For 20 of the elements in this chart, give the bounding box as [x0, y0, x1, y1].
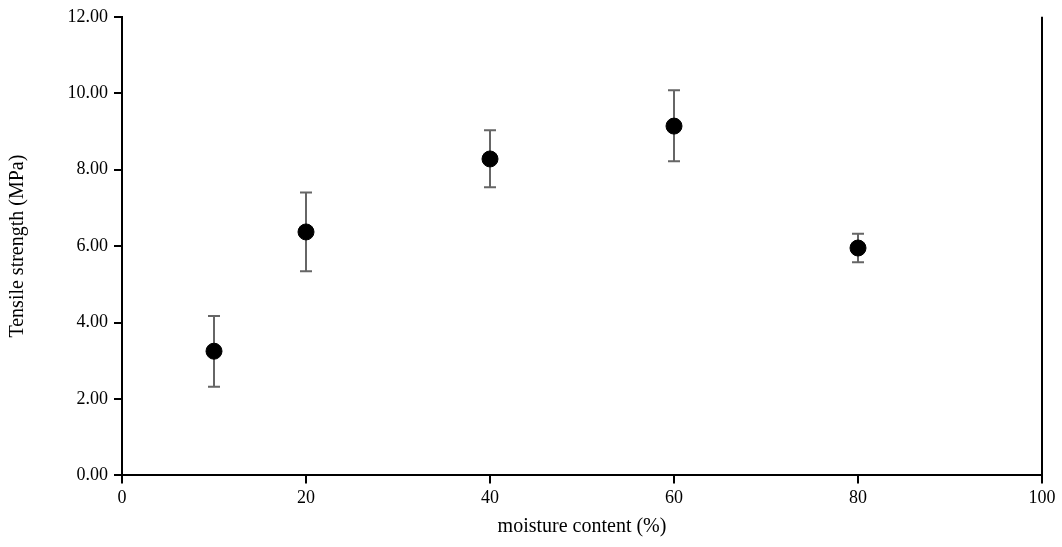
x-axis-title: moisture content (%) [497, 514, 667, 538]
x-tick-label: 80 [849, 486, 867, 507]
x-tick-label: 60 [665, 486, 683, 507]
y-axis-title: Tensile strength (MPa) [5, 154, 29, 338]
y-tick-label: 0.00 [76, 464, 108, 485]
point [849, 239, 867, 257]
point [481, 150, 499, 168]
y-tick-label: 2.00 [76, 387, 108, 408]
x-tick-label: 100 [1028, 486, 1056, 507]
y-tick-label: 10.00 [67, 81, 108, 102]
x-tick-label: 20 [297, 486, 315, 507]
y-tick-label: 8.00 [76, 158, 108, 179]
point [665, 117, 683, 135]
y-tick-label: 12.00 [67, 5, 108, 26]
y-tick-label: 6.00 [76, 234, 108, 255]
x-tick-label: 0 [117, 486, 127, 507]
point [297, 223, 315, 241]
y-tick-label: 4.00 [76, 311, 108, 332]
x-tick-label: 40 [481, 486, 499, 507]
point [205, 342, 223, 360]
